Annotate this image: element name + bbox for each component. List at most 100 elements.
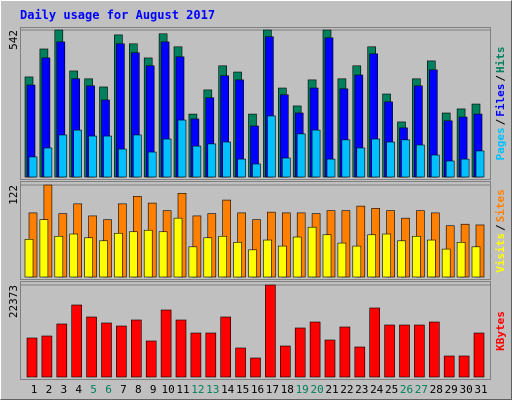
legend-separator: / bbox=[494, 224, 507, 231]
bar bbox=[445, 160, 455, 178]
bar bbox=[84, 237, 93, 278]
bar bbox=[233, 242, 242, 278]
x-tick-label: 21 bbox=[325, 383, 338, 396]
bar bbox=[116, 325, 127, 378]
bar bbox=[414, 324, 425, 378]
bar bbox=[235, 347, 246, 378]
bar bbox=[114, 232, 123, 278]
bar bbox=[131, 319, 142, 378]
bar bbox=[143, 229, 153, 278]
y-tick-label: 22373 bbox=[7, 285, 20, 318]
bar bbox=[428, 321, 440, 378]
bar bbox=[475, 150, 485, 178]
bar bbox=[354, 346, 366, 378]
x-tick-label: 10 bbox=[161, 383, 174, 396]
bar bbox=[158, 231, 168, 278]
bar bbox=[205, 332, 217, 378]
x-tick-label: 16 bbox=[251, 383, 264, 396]
bar bbox=[473, 332, 485, 378]
x-tick-label: 30 bbox=[459, 383, 472, 396]
bar bbox=[309, 321, 321, 378]
x-tick-label: 8 bbox=[135, 383, 142, 396]
bar bbox=[250, 357, 261, 378]
x-tick-label: 29 bbox=[445, 383, 458, 396]
x-tick-label: 31 bbox=[474, 383, 487, 396]
bar bbox=[292, 236, 302, 278]
bar bbox=[277, 245, 287, 278]
bar bbox=[28, 156, 38, 178]
bar bbox=[263, 239, 272, 278]
legend-label: Files bbox=[494, 84, 507, 117]
legend-separator: / bbox=[494, 118, 507, 125]
x-tick-label: 12 bbox=[191, 383, 204, 396]
bar bbox=[369, 307, 381, 378]
bar bbox=[177, 119, 187, 178]
bar bbox=[322, 234, 332, 278]
bar bbox=[147, 151, 157, 178]
x-tick-label: 14 bbox=[221, 383, 235, 396]
x-tick-label: 2 bbox=[46, 383, 53, 396]
bar bbox=[397, 240, 406, 278]
bar bbox=[294, 327, 306, 378]
legend-label: Pages bbox=[494, 127, 507, 160]
x-tick-label: 15 bbox=[236, 383, 249, 396]
bar bbox=[352, 245, 362, 278]
chart-title: Daily usage for August 2017 bbox=[20, 8, 215, 22]
bar bbox=[279, 345, 291, 378]
x-tick-label: 3 bbox=[60, 383, 67, 396]
y-tick-label: 122 bbox=[7, 185, 20, 205]
bar bbox=[24, 238, 34, 278]
x-tick-label: 17 bbox=[266, 383, 279, 396]
x-tick-label: 28 bbox=[430, 383, 443, 396]
x-tick-label: 19 bbox=[296, 383, 309, 396]
bar bbox=[267, 115, 276, 178]
bar bbox=[222, 141, 231, 178]
bar bbox=[430, 154, 440, 178]
bar bbox=[190, 332, 202, 378]
bar bbox=[412, 235, 421, 278]
bar bbox=[145, 340, 157, 378]
bar bbox=[88, 135, 97, 178]
legend: Pages/Files/Hits bbox=[494, 47, 507, 161]
bar bbox=[58, 134, 68, 178]
bar bbox=[401, 139, 410, 178]
x-tick-label: 7 bbox=[120, 383, 127, 396]
bar bbox=[248, 249, 257, 278]
bar bbox=[326, 158, 336, 178]
bar bbox=[39, 219, 49, 278]
bar bbox=[43, 147, 53, 178]
bar bbox=[307, 226, 317, 278]
bar bbox=[41, 335, 53, 378]
x-tick-label: 22 bbox=[340, 383, 353, 396]
x-tick-label: 27 bbox=[415, 383, 428, 396]
bar bbox=[175, 319, 187, 378]
bar bbox=[86, 316, 97, 378]
bar bbox=[218, 235, 227, 278]
bar bbox=[296, 133, 306, 178]
bar bbox=[73, 129, 82, 178]
bar bbox=[426, 239, 436, 278]
x-tick-label: 5 bbox=[90, 383, 97, 396]
bar bbox=[386, 141, 395, 178]
bar bbox=[460, 158, 470, 178]
x-tick-label: 20 bbox=[310, 383, 323, 396]
x-tick-label: 23 bbox=[355, 383, 368, 396]
x-tick-label: 26 bbox=[400, 383, 413, 396]
bar bbox=[443, 355, 455, 378]
bar bbox=[441, 248, 451, 278]
legend-label: Hits bbox=[494, 47, 507, 74]
bar bbox=[207, 143, 217, 178]
bar bbox=[188, 246, 198, 278]
bar bbox=[341, 139, 351, 178]
x-tick-label: 1 bbox=[31, 383, 38, 396]
x-tick-label: 18 bbox=[281, 383, 294, 396]
bar bbox=[129, 231, 138, 278]
x-tick-label: 6 bbox=[105, 383, 112, 396]
bar bbox=[71, 304, 82, 378]
bar bbox=[56, 323, 68, 378]
bar bbox=[337, 242, 347, 278]
bar bbox=[203, 237, 213, 278]
bar bbox=[471, 246, 481, 278]
y-tick-label: 542 bbox=[7, 30, 20, 50]
